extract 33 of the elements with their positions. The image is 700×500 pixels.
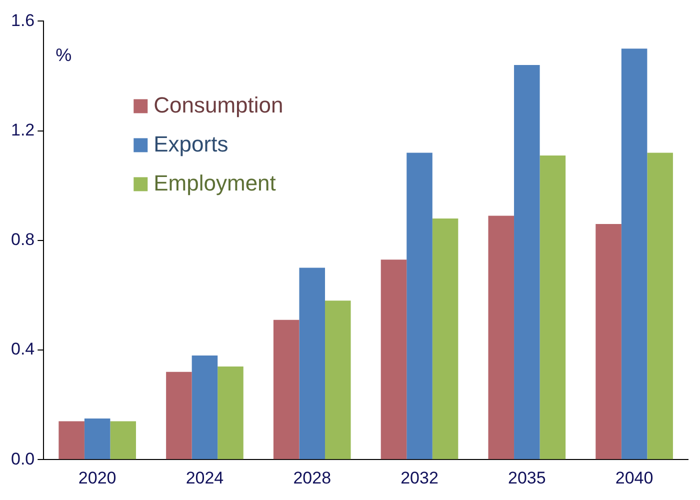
bar	[596, 224, 622, 460]
x-tick-label: 2020	[78, 468, 116, 488]
bar	[166, 372, 192, 460]
y-tick-label: 1.2	[10, 120, 35, 140]
x-tick-label: 2032	[400, 468, 438, 488]
x-tick-label: 2040	[615, 468, 654, 488]
bar	[325, 300, 351, 460]
bar	[432, 218, 458, 460]
x-tick-label: 2035	[508, 468, 546, 488]
bar	[406, 152, 432, 460]
x-tick-label: 2024	[186, 468, 224, 488]
y-tick-label: 0.0	[10, 449, 35, 468]
y-tick-label: 0.8	[10, 230, 35, 250]
bar	[273, 320, 300, 460]
bar	[514, 65, 540, 460]
y-tick-label: 1.6	[10, 10, 35, 30]
x-tick-label: 2028	[293, 468, 332, 488]
y-tick-label: 0.4	[10, 340, 35, 359]
bar	[84, 418, 110, 460]
bar	[540, 155, 566, 460]
bar	[299, 268, 326, 460]
bar	[647, 152, 673, 460]
legend-label: Exports	[154, 131, 228, 156]
bar	[380, 260, 407, 460]
bar	[621, 48, 648, 460]
legend-label: Consumption	[154, 92, 284, 118]
bar	[58, 421, 84, 460]
y-axis-title: %	[56, 45, 72, 66]
bar	[110, 421, 136, 460]
bar	[488, 216, 514, 460]
legend-label: Employment	[154, 170, 276, 196]
bar	[218, 366, 244, 460]
bar	[192, 355, 218, 460]
